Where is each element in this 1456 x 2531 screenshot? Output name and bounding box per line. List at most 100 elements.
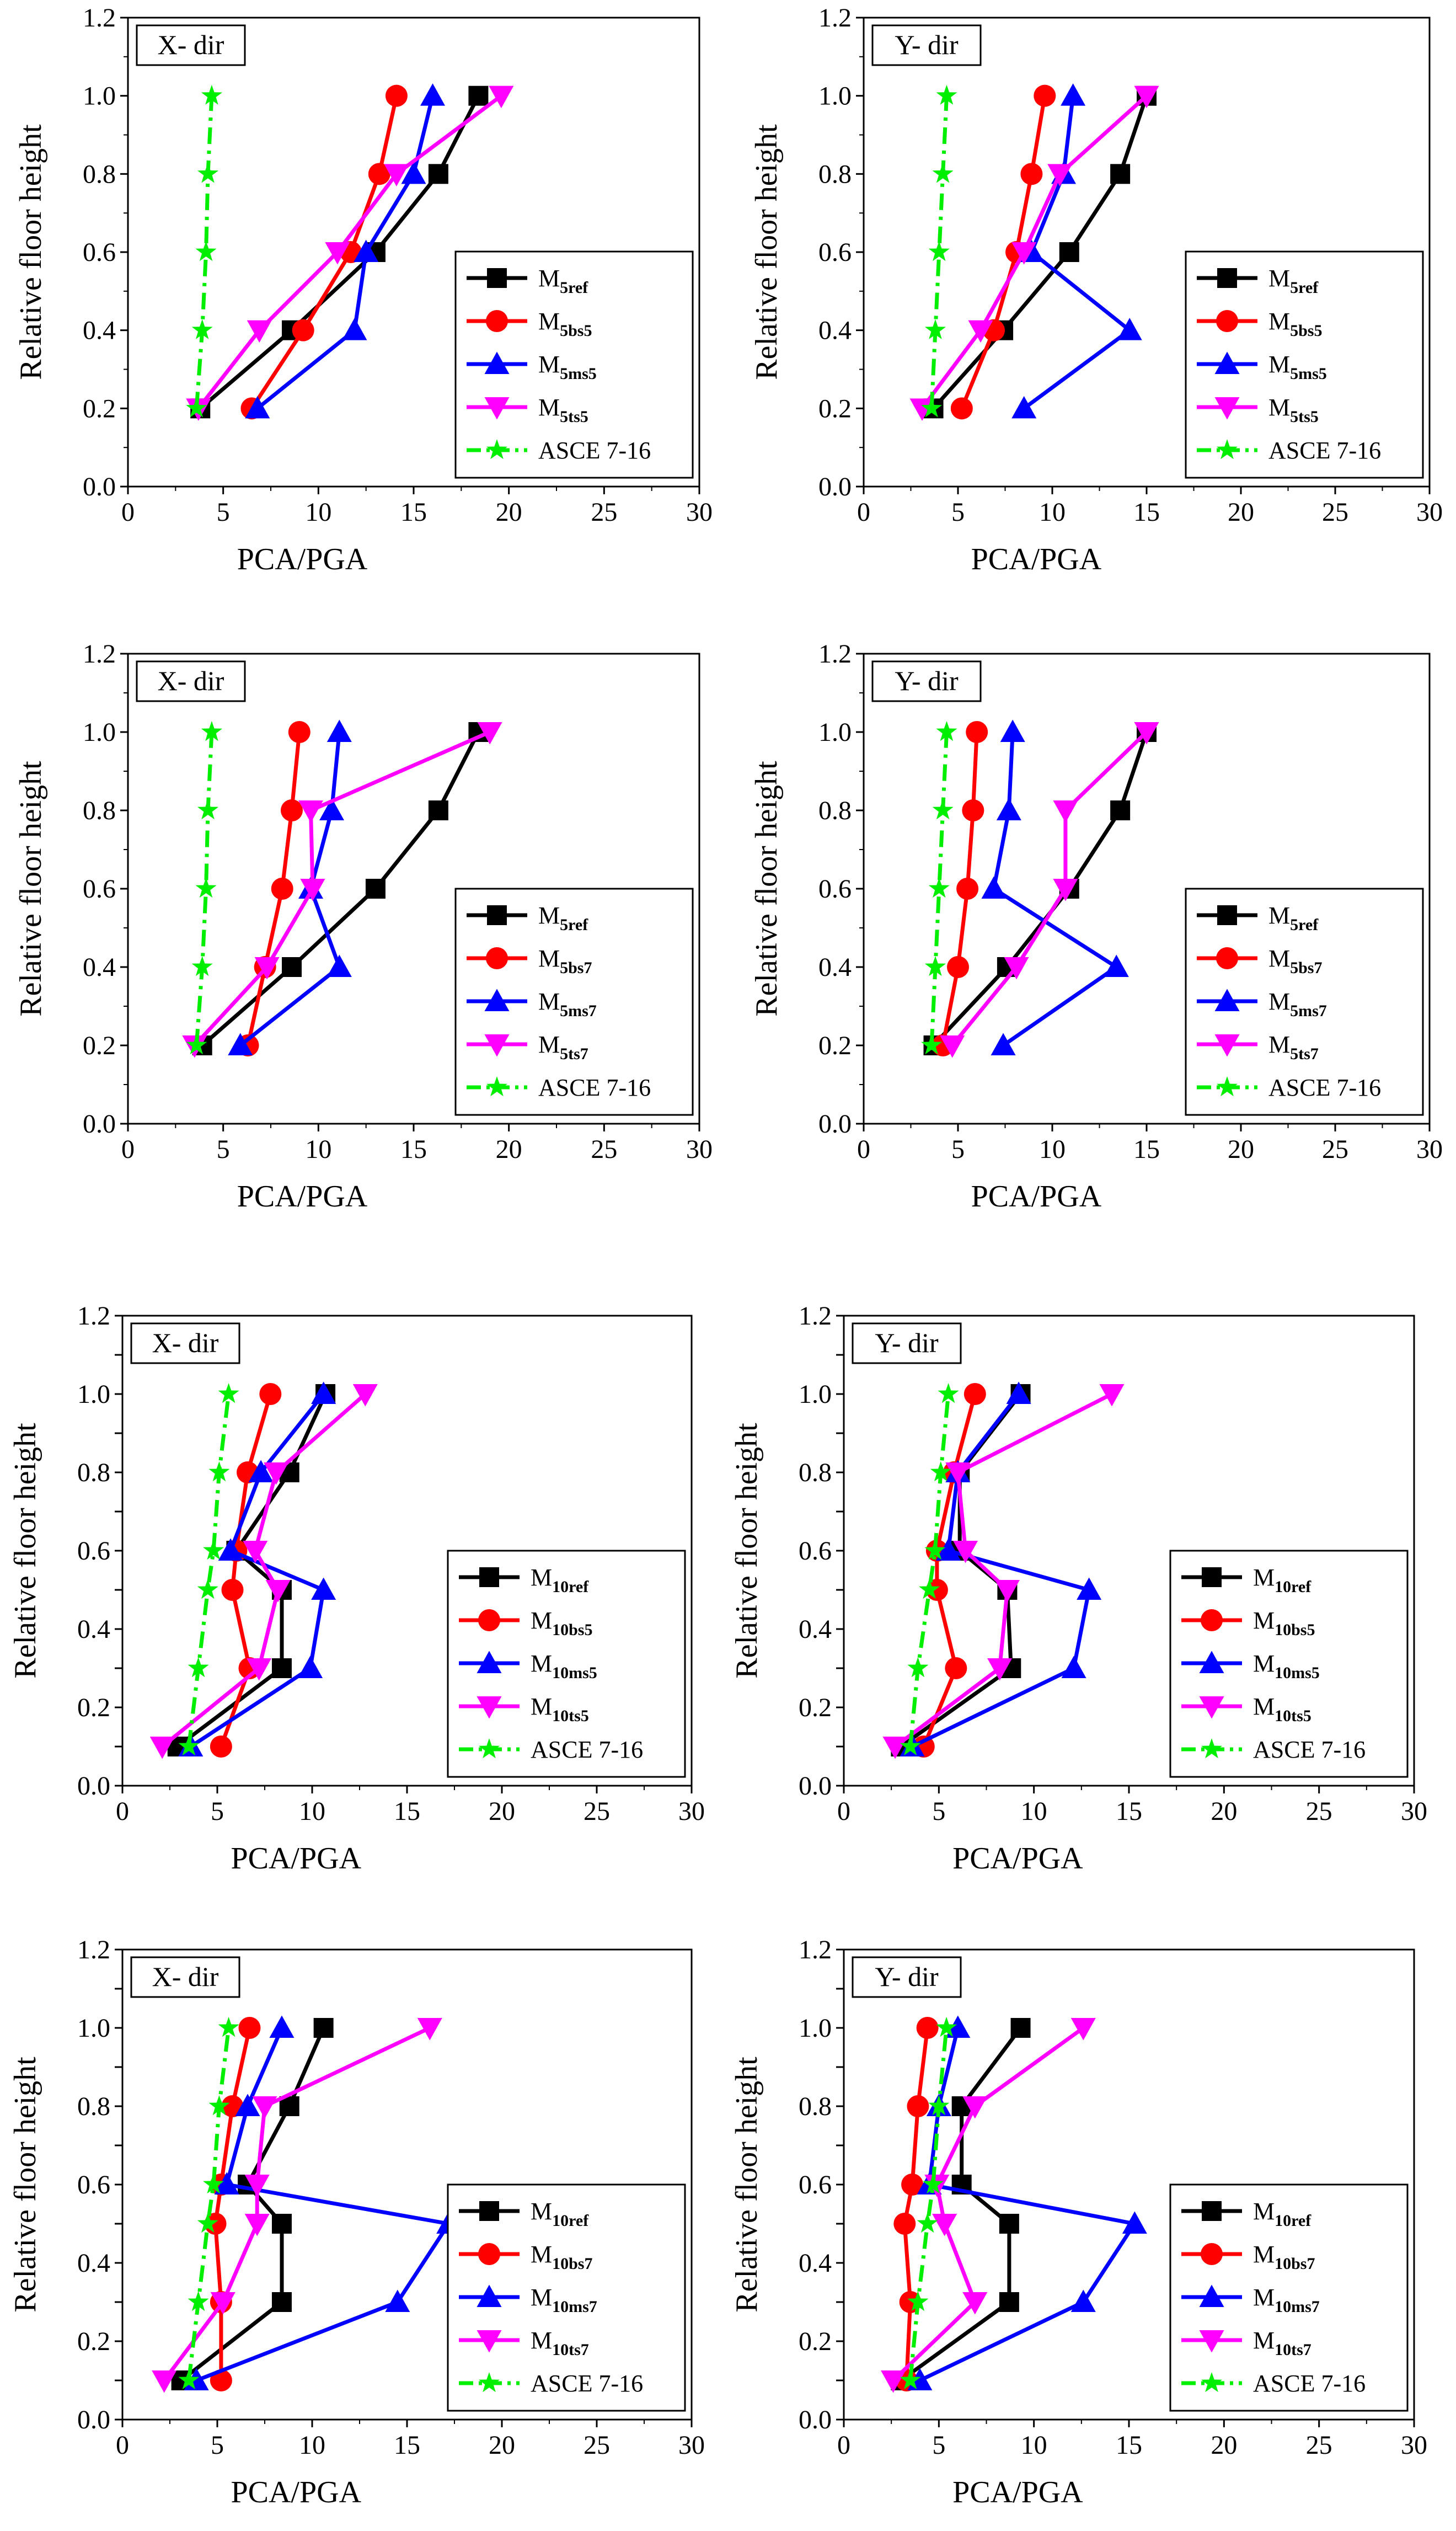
series-line [162, 2026, 431, 2382]
data-point [188, 2291, 209, 2311]
y-tick-label: 0.2 [799, 1693, 832, 1722]
legend-marker [484, 1034, 510, 1057]
data-point [1059, 242, 1079, 262]
series-asce [921, 84, 957, 418]
data-point [928, 878, 950, 898]
series-5ts5 [909, 86, 1159, 421]
data-point [252, 2096, 277, 2119]
legend-label: ASCE 7-16 [538, 1074, 651, 1101]
legend-marker [1217, 905, 1237, 925]
data-point [916, 2017, 939, 2039]
x-tick-label: 10 [299, 2431, 325, 2460]
legend-label: M5ts7 [538, 1031, 588, 1063]
y-tick-label: 1.2 [77, 1935, 110, 1964]
data-point [243, 1541, 268, 1563]
legend-label: M5bs7 [538, 945, 592, 977]
y-tick-label: 0.2 [77, 1693, 110, 1722]
series-line [176, 1393, 328, 1748]
data-point [1004, 957, 1029, 980]
data-point [940, 1035, 965, 1058]
x-tick-label: 15 [1133, 498, 1160, 527]
legend-label: M5ms5 [538, 351, 597, 383]
legend-marker [479, 1567, 499, 1587]
data-point [1070, 2289, 1096, 2312]
x-tick-label: 15 [1133, 1135, 1160, 1164]
data-point [966, 721, 988, 743]
legend-marker [477, 2284, 502, 2307]
data-point [956, 878, 979, 900]
data-point [265, 1580, 291, 1603]
x-tick-label: 0 [116, 1797, 129, 1826]
data-point [945, 2015, 971, 2038]
direction-label: Y- dir [895, 665, 959, 696]
data-point [1110, 164, 1131, 184]
y-tick-label: 1.0 [799, 1380, 832, 1409]
y-tick-label: 0.8 [83, 159, 116, 189]
direction-label: Y- dir [895, 29, 959, 60]
data-point [1077, 1577, 1102, 1600]
x-axis-title: PCA/PGA [237, 542, 368, 576]
series-asce [900, 1383, 959, 1756]
y-tick-label: 1.0 [799, 2014, 832, 2043]
legend-marker [477, 2330, 502, 2353]
legend-label: M10ts5 [531, 1693, 589, 1725]
series-line [892, 2026, 1085, 2382]
data-point [900, 2369, 921, 2390]
x-tick-label: 15 [394, 2431, 420, 2460]
y-tick-label: 0.6 [77, 1536, 110, 1566]
data-point [1134, 86, 1159, 109]
legend-marker [1216, 310, 1238, 332]
data-point [953, 1541, 978, 1563]
legend-label: ASCE 7-16 [1268, 437, 1381, 464]
x-tick-label: 0 [121, 498, 135, 527]
y-tick-label: 0.0 [799, 2405, 832, 2434]
data-point [210, 1736, 232, 1758]
series-5ms5 [1011, 83, 1142, 419]
x-tick-label: 25 [1306, 2431, 1332, 2460]
x-tick-label: 25 [591, 498, 617, 527]
y-tick-label: 0.4 [818, 316, 852, 345]
legend-label: M10ref [1253, 1564, 1312, 1596]
data-point [962, 2292, 988, 2315]
y-tick-label: 0.2 [818, 1031, 852, 1060]
data-point [221, 1579, 244, 1601]
direction-label-box [136, 660, 246, 702]
legend-label: M10ms5 [1253, 1650, 1320, 1682]
series-line [186, 2027, 231, 2381]
data-point [932, 799, 954, 820]
data-point [417, 2018, 442, 2041]
legend-label: M10ms5 [531, 1650, 597, 1682]
y-tick-label: 0.8 [818, 796, 852, 825]
legend: M10ref M10bs5 M10ms5 M10ts5 ASCE 7-16 [1169, 1550, 1409, 1778]
x-axis-title: PCA/PGA [231, 2475, 361, 2509]
data-point [1122, 2211, 1147, 2234]
data-point [201, 84, 222, 105]
legend-marker [1214, 351, 1240, 374]
data-point [1117, 318, 1142, 340]
data-point [1134, 722, 1159, 745]
data-point [195, 241, 217, 261]
legend-label: M5ref [1268, 902, 1319, 934]
series-line [922, 1393, 977, 1748]
series-5ms7 [981, 719, 1129, 1055]
series-asce [186, 721, 222, 1055]
data-point [271, 878, 293, 900]
series-10bs5 [912, 1383, 986, 1758]
series-5ts7 [182, 722, 502, 1058]
data-point [938, 1383, 959, 1403]
series-line [919, 2027, 1138, 2383]
y-tick-label: 0.2 [818, 394, 852, 423]
data-point [342, 318, 367, 340]
x-tick-label: 5 [211, 2431, 224, 2460]
data-point [313, 2018, 334, 2038]
y-tick-label: 0.8 [818, 159, 852, 189]
y-tick-label: 1.0 [77, 2014, 110, 2043]
legend-label: M10ref [531, 2198, 589, 2230]
y-tick-label: 0.0 [83, 472, 116, 501]
y-tick-label: 0.4 [83, 953, 116, 982]
x-tick-label: 25 [584, 1797, 610, 1826]
y-axis-title: Relative floor height [8, 1423, 42, 1679]
series-5ref [192, 722, 489, 1055]
data-point [428, 800, 448, 820]
x-tick-label: 20 [489, 1797, 515, 1826]
